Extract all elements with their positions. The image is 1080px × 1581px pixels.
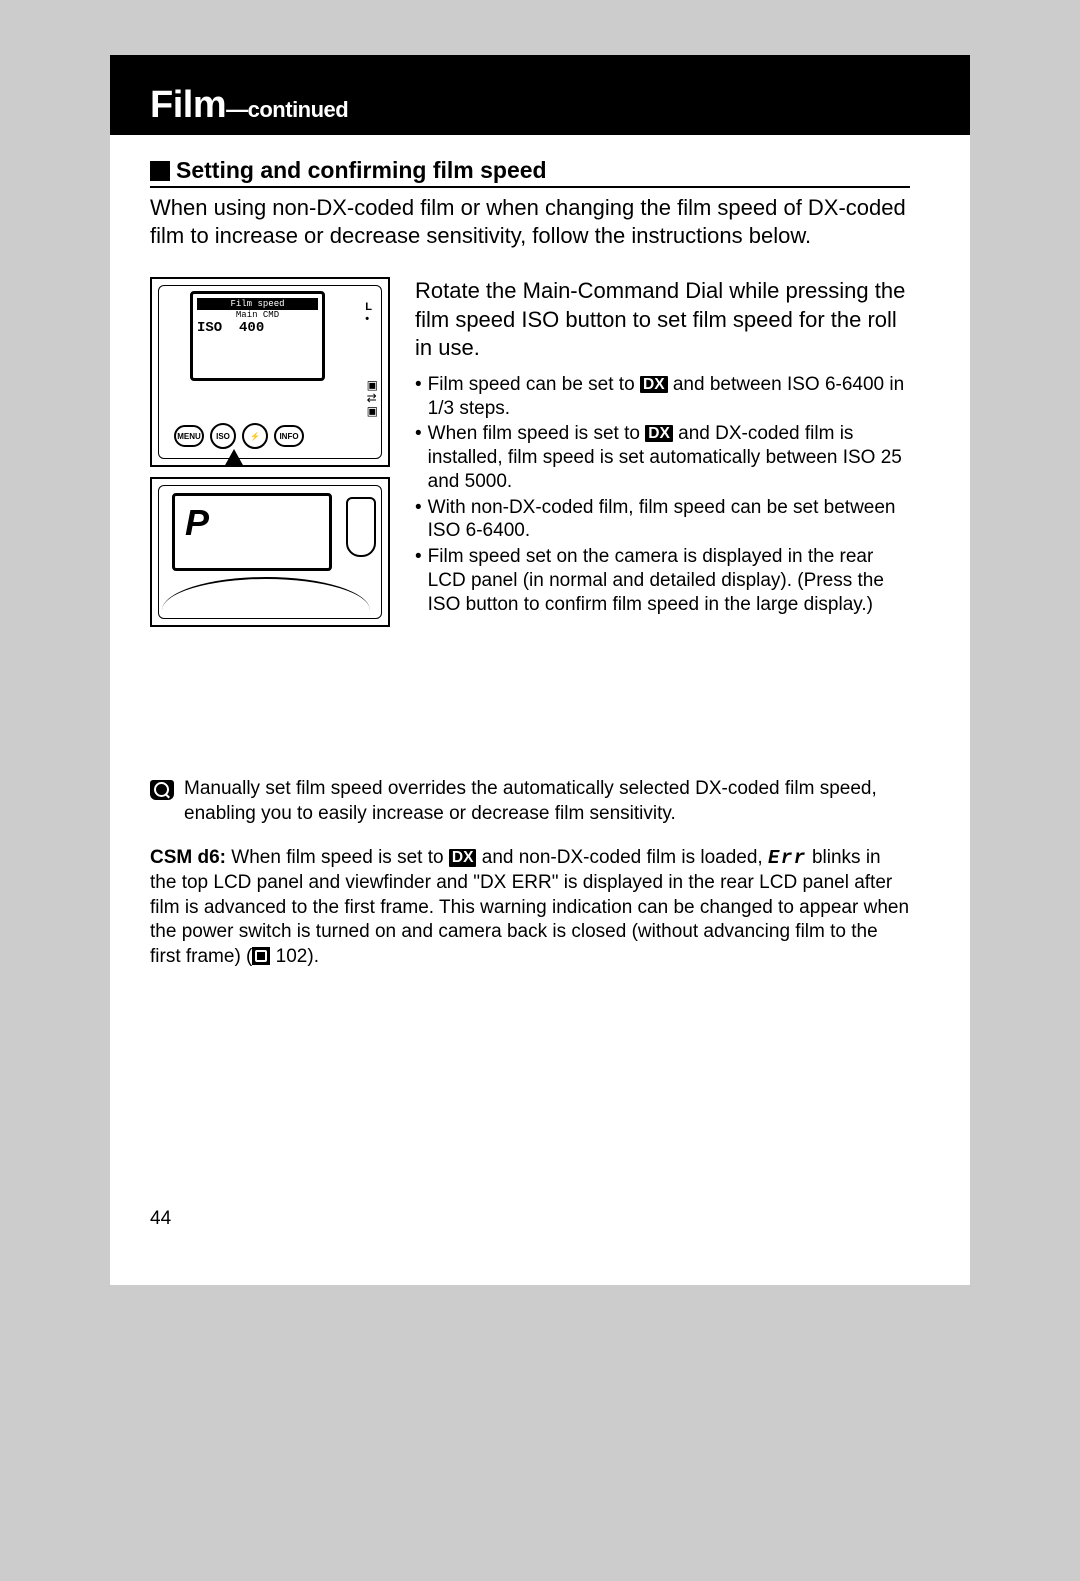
lcd-line3: ISO 400: [197, 320, 318, 336]
section-heading: Setting and confirming film speed: [150, 157, 910, 188]
header-title-sub: —continued: [226, 97, 348, 122]
text-column: Rotate the Main-Command Dial while press…: [415, 277, 910, 627]
bullet-item-2: When film speed is set to DX and DX-code…: [415, 422, 910, 493]
lcd-iso-value: 400: [239, 320, 264, 336]
note-text: Manually set film speed overrides the au…: [184, 777, 910, 826]
rear-lcd-illustration: Film speed Main CMD ISO 400 L • ▣⇄▣ MENU: [150, 277, 390, 467]
csm-paragraph: CSM d6: When film speed is set to DX and…: [150, 846, 910, 969]
lcd-iso-prefix: ISO: [197, 320, 222, 336]
top-lcd-illustration: P: [150, 477, 390, 627]
b1a: Film speed can be set to: [428, 374, 640, 395]
arrow-stem: [231, 457, 237, 467]
side-icons: ▣⇄▣: [367, 379, 378, 419]
bullet-list: Film speed can be set to DX and between …: [415, 373, 910, 617]
page-number: 44: [150, 1208, 171, 1230]
l-indicator: L: [365, 301, 372, 313]
section-title: Setting and confirming film speed: [176, 157, 547, 184]
flash-button: ⚡: [242, 423, 268, 449]
two-column-layout: Film speed Main CMD ISO 400 L • ▣⇄▣ MENU: [150, 277, 910, 627]
rear-lcd: Film speed Main CMD ISO 400: [190, 291, 325, 381]
b2a: When film speed is set to: [428, 423, 646, 444]
dx-badge-icon: DX: [640, 376, 668, 393]
lcd-line2: Main CMD: [197, 310, 318, 320]
err-text: Err: [768, 847, 807, 869]
lcd-right-indicator: L •: [365, 301, 372, 325]
bullet-item-1: Film speed can be set to DX and between …: [415, 373, 910, 421]
bullet-item-4: Film speed set on the camera is displaye…: [415, 545, 910, 616]
csm-b: and non-DX-coded film is loaded,: [476, 847, 768, 868]
dx-badge-icon: DX: [645, 425, 673, 442]
command-dial-icon: [346, 497, 376, 557]
intro-paragraph: When using non-DX-coded film or when cha…: [150, 194, 910, 249]
csm-label: CSM d6:: [150, 847, 226, 868]
page-ref-icon: [252, 947, 270, 965]
manual-page: Film—continued Setting and confirming fi…: [110, 55, 970, 1285]
dx-badge-icon: DX: [449, 849, 477, 866]
b4: Film speed set on the camera is displaye…: [428, 545, 910, 616]
section-marker-icon: [150, 161, 170, 181]
bullet-item-3: With non-DX-coded film, film speed can b…: [415, 496, 910, 544]
lcd-line1: Film speed: [197, 298, 318, 310]
mode-p-letter: P: [185, 502, 319, 544]
info-button: INFO: [274, 425, 304, 447]
note-row: Manually set film speed overrides the au…: [150, 777, 910, 826]
csm-ref: 102).: [270, 946, 319, 967]
step-instruction: Rotate the Main-Command Dial while press…: [415, 277, 910, 363]
csm-a: When film speed is set to: [226, 847, 449, 868]
header-bar: Film—continued: [110, 55, 970, 135]
content-area: Setting and confirming film speed When u…: [110, 135, 970, 970]
iso-button: ISO: [210, 423, 236, 449]
b3: With non-DX-coded film, film speed can b…: [428, 496, 910, 544]
magnifier-note-icon: [150, 780, 174, 800]
menu-button: MENU: [174, 425, 204, 447]
button-row: MENU ISO ⚡ INFO: [174, 423, 304, 449]
notes-section: Manually set film speed overrides the au…: [150, 777, 910, 970]
header-title-main: Film: [150, 84, 226, 126]
illustration-column: Film speed Main CMD ISO 400 L • ▣⇄▣ MENU: [150, 277, 395, 627]
top-lcd: P: [172, 493, 332, 571]
dot-indicator: •: [365, 313, 369, 325]
header-title: Film—continued: [150, 84, 348, 135]
